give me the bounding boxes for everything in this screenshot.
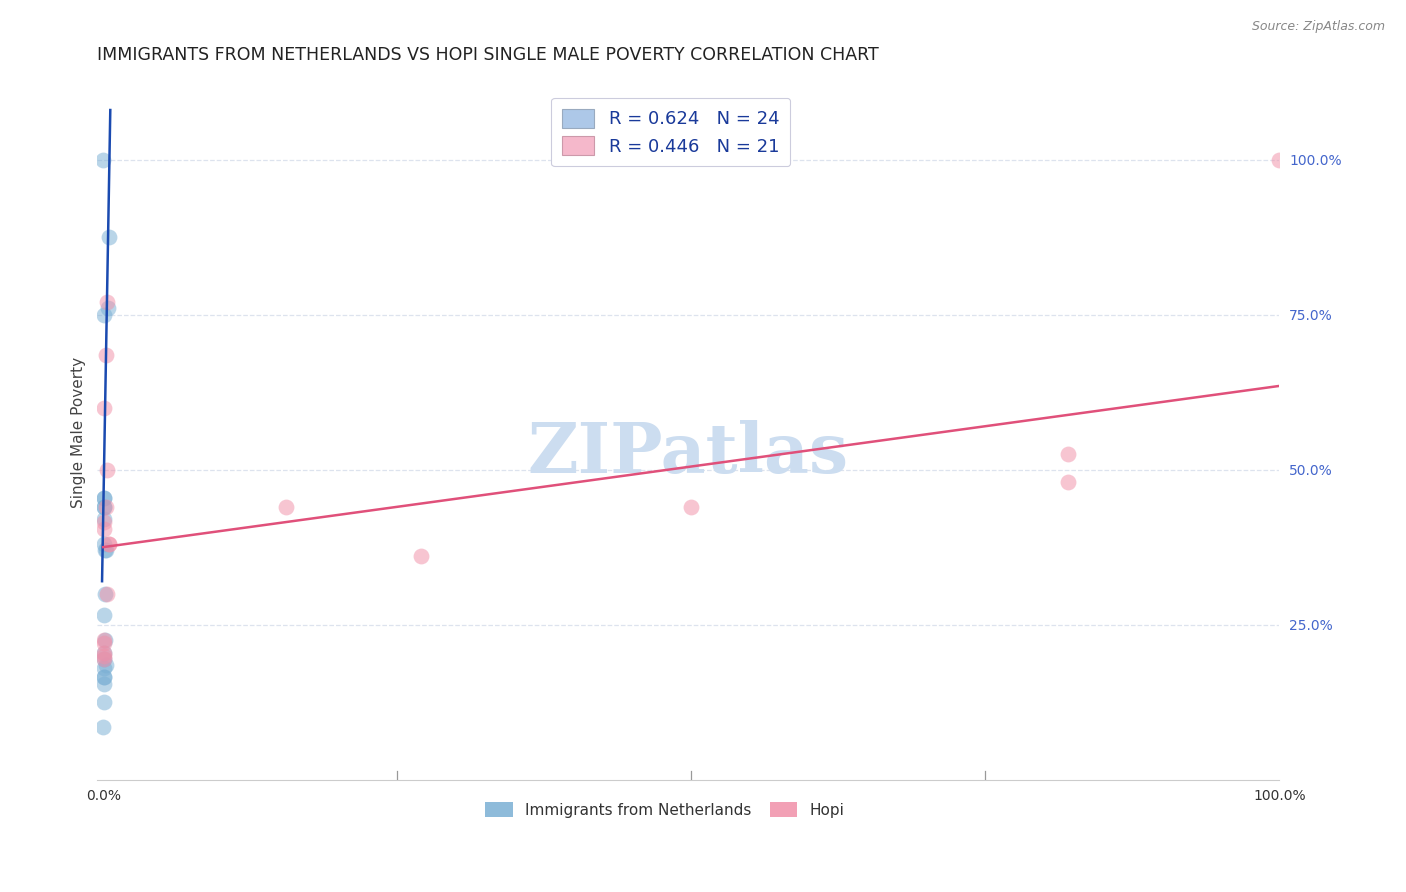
- Point: [96, 295, 118, 310]
- Legend: Immigrants from Netherlands, Hopi: Immigrants from Netherlands, Hopi: [479, 797, 851, 824]
- Point: [94, 348, 117, 362]
- Text: Source: ZipAtlas.com: Source: ZipAtlas.com: [1251, 20, 1385, 33]
- Point: [98, 230, 121, 244]
- Point: [93, 648, 115, 663]
- Point: [98, 537, 121, 551]
- Point: [409, 549, 432, 564]
- Point: [93, 500, 115, 514]
- Point: [93, 491, 115, 505]
- Text: ZIPatlas: ZIPatlas: [527, 420, 849, 487]
- Point: [93, 661, 115, 675]
- Point: [93, 670, 115, 684]
- Point: [94, 543, 117, 558]
- Point: [93, 670, 115, 684]
- Point: [91, 720, 114, 734]
- Point: [93, 636, 115, 650]
- Point: [98, 537, 121, 551]
- Point: [93, 512, 115, 526]
- Point: [96, 462, 118, 476]
- Point: [93, 516, 115, 530]
- Point: [93, 651, 115, 665]
- Point: [93, 633, 115, 648]
- Point: [1268, 153, 1291, 167]
- Point: [93, 651, 115, 665]
- Point: [274, 500, 297, 514]
- Point: [1056, 475, 1078, 489]
- Point: [93, 500, 115, 514]
- Point: [94, 586, 117, 600]
- Point: [1056, 447, 1078, 461]
- Text: IMMIGRANTS FROM NETHERLANDS VS HOPI SINGLE MALE POVERTY CORRELATION CHART: IMMIGRANTS FROM NETHERLANDS VS HOPI SING…: [97, 46, 879, 64]
- Point: [94, 500, 117, 514]
- Point: [93, 522, 115, 536]
- Point: [93, 676, 115, 690]
- Point: [94, 543, 117, 558]
- Point: [681, 500, 703, 514]
- Point: [93, 608, 115, 623]
- Point: [91, 153, 114, 167]
- Point: [94, 657, 117, 672]
- Point: [93, 695, 115, 709]
- Point: [93, 491, 115, 505]
- Point: [93, 646, 115, 660]
- Point: [93, 646, 115, 660]
- Point: [96, 586, 118, 600]
- Point: [93, 308, 115, 322]
- Point: [93, 401, 115, 415]
- Point: [97, 301, 120, 316]
- Point: [94, 633, 117, 648]
- Point: [93, 537, 115, 551]
- Y-axis label: Single Male Poverty: Single Male Poverty: [72, 357, 86, 508]
